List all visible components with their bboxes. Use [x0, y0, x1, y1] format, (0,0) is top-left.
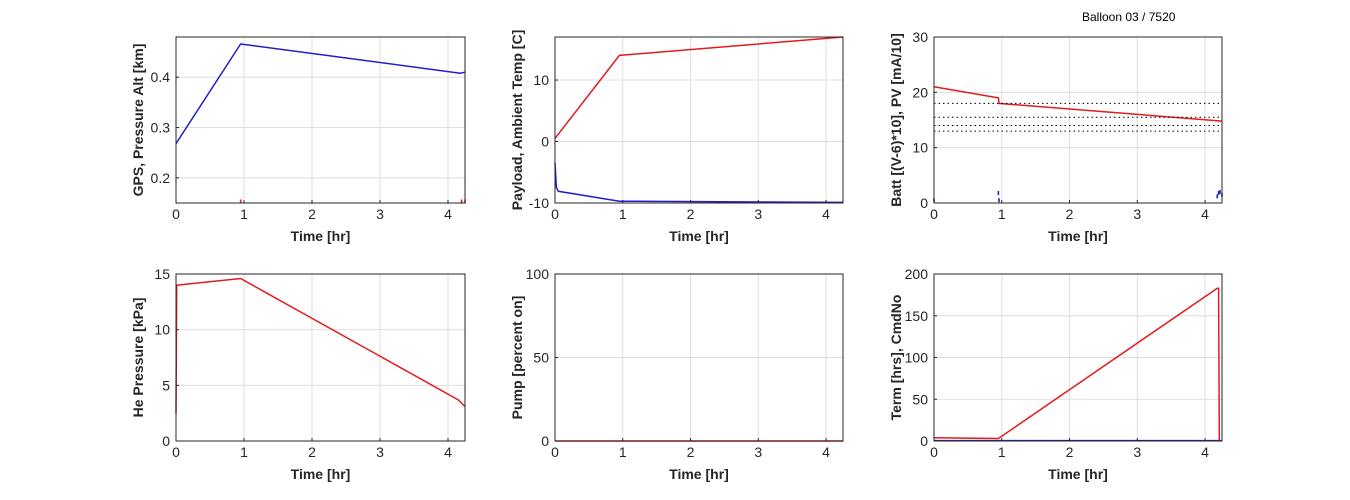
y-axis-label: Term [hrs], CmdNo — [888, 295, 904, 421]
series-line-red — [554, 36, 844, 139]
x-tick-label: 2 — [1066, 444, 1074, 460]
y-axis-label: Batt [(V-6)*10], PV [mA/10] — [888, 33, 904, 206]
subplot-1: 0 1 2 3 4 0.2 0.3 0.4 Time [hr] GPS, Pressure Alt… — [130, 36, 466, 244]
x-axis-label: Time [hr] — [669, 228, 729, 244]
y-tick-label: 200 — [905, 266, 929, 282]
x-tick-label: 4 — [444, 444, 452, 460]
x-tick-label: 0 — [172, 444, 180, 460]
plot-area — [176, 37, 465, 203]
x-tick-label: 2 — [308, 206, 316, 222]
x-axis-label: Time [hr] — [1048, 466, 1108, 482]
y-tick-label: 0 — [920, 195, 928, 211]
x-tick-label: 2 — [308, 444, 316, 460]
subplot-6: 0 1 2 3 4 0 50 100 150 200 Time [hr] Term [hrs], Cm… — [888, 266, 1223, 482]
x-tick-label: 4 — [444, 206, 452, 222]
x-tick-label: 3 — [754, 444, 762, 460]
y-tick-label: 0 — [541, 134, 549, 150]
y-axis-label: Pump [percent on] — [509, 296, 525, 420]
y-tick-label: 150 — [905, 308, 929, 324]
axes-box — [175, 273, 466, 442]
y-axis-label: GPS, Pressure Alt [km] — [130, 44, 146, 197]
x-tick-label: 1 — [619, 444, 627, 460]
y-tick-label: 10 — [533, 72, 549, 88]
x-tick-label: 4 — [1201, 206, 1209, 222]
y-tick-label: 0 — [920, 433, 928, 449]
axes-box — [554, 36, 844, 204]
y-axis-label: He Pressure [kPa] — [130, 298, 146, 418]
x-tick-label: 3 — [1133, 444, 1141, 460]
y-tick-label: 10 — [912, 140, 928, 156]
x-tick-label: 4 — [822, 206, 830, 222]
y-tick-label: 10 — [154, 322, 170, 338]
x-tick-label: 1 — [998, 206, 1006, 222]
series-line-red — [175, 277, 466, 414]
y-tick-label: 0.4 — [151, 69, 171, 85]
y-tick-label: 15 — [154, 266, 170, 282]
plot-area — [934, 37, 1222, 203]
x-axis-label: Time [hr] — [669, 466, 729, 482]
x-tick-label: 0 — [551, 206, 559, 222]
y-tick-label: 0.2 — [151, 170, 171, 186]
x-tick-label: 1 — [619, 206, 627, 222]
axes-box — [175, 36, 466, 204]
y-tick-label: 0 — [541, 433, 549, 449]
x-tick-label: 1 — [998, 444, 1006, 460]
subplot-3: 0 1 2 3 4 0 10 20 30 Time [hr] Batt [(V-6)*10], PV… — [888, 29, 1223, 244]
y-tick-label: 30 — [912, 29, 928, 45]
x-axis-label: Time [hr] — [1048, 228, 1108, 244]
y-tick-label: 100 — [905, 350, 929, 366]
x-tick-label: 0 — [172, 206, 180, 222]
y-tick-label: 0 — [162, 433, 170, 449]
x-tick-label: 1 — [240, 444, 248, 460]
y-tick-label: 0.3 — [151, 120, 171, 136]
x-tick-label: 2 — [1066, 206, 1074, 222]
subplot-4: 0 1 2 3 4 0 5 10 15 Time [hr] He Pressure [kPa] — [130, 266, 466, 482]
y-tick-label: 20 — [912, 84, 928, 100]
y-tick-label: -10 — [529, 195, 549, 211]
series-line-red — [933, 287, 1221, 442]
x-tick-label: 0 — [551, 444, 559, 460]
y-axis-label: Payload, Ambient Temp [C] — [509, 30, 525, 210]
x-tick-label: 0 — [930, 444, 938, 460]
x-tick-label: 3 — [1133, 206, 1141, 222]
plot-area — [176, 274, 465, 441]
x-tick-label: 0 — [930, 206, 938, 222]
y-tick-label: 50 — [533, 350, 549, 366]
x-tick-label: 3 — [754, 206, 762, 222]
x-tick-label: 3 — [376, 206, 384, 222]
subplot-5: 0 1 2 3 4 0 50 100 Time [hr] Pump [percent on] — [509, 266, 844, 482]
x-axis-label: Time [hr] — [291, 466, 351, 482]
series-line-red — [933, 86, 1223, 122]
series-line-blue — [175, 43, 466, 145]
axes-box — [933, 36, 1223, 204]
y-tick-label: 5 — [162, 377, 170, 393]
y-tick-label: 50 — [912, 391, 928, 407]
x-axis-label: Time [hr] — [291, 228, 351, 244]
figure-title: Balloon 03 / 7520 — [1082, 10, 1176, 24]
y-tick-label: 100 — [526, 266, 550, 282]
x-tick-label: 1 — [240, 206, 248, 222]
series-line-blue — [554, 162, 844, 204]
x-tick-label: 2 — [687, 444, 695, 460]
x-tick-label: 3 — [376, 444, 384, 460]
x-tick-label: 4 — [822, 444, 830, 460]
plot-area — [555, 37, 843, 203]
x-tick-label: 2 — [687, 206, 695, 222]
x-tick-label: 4 — [1201, 444, 1209, 460]
